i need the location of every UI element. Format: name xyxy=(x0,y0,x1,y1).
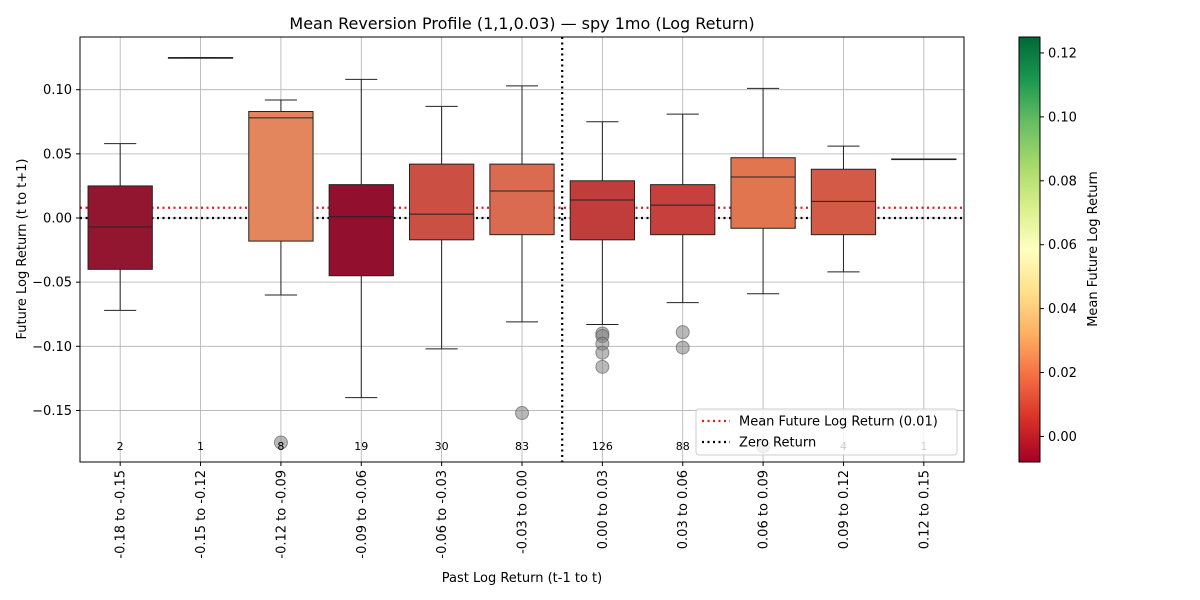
y-tick-label: 0.10 xyxy=(43,83,72,98)
x-tick-label: 0.00 to 0.03 xyxy=(596,470,611,549)
count-label: 8 xyxy=(277,440,284,453)
box-body xyxy=(730,157,796,229)
x-tick-label: -0.06 to -0.03 xyxy=(435,470,450,559)
x-tick-label: -0.15 to -0.12 xyxy=(194,470,209,559)
x-axis-label: Past Log Return (t-1 to t) xyxy=(442,571,602,586)
count-label: 19 xyxy=(354,440,368,453)
box-body xyxy=(87,185,153,270)
x-tick-label: -0.18 to -0.15 xyxy=(114,470,129,559)
box-10 xyxy=(891,158,957,161)
outlier-point xyxy=(595,359,610,374)
outlier-point xyxy=(515,406,529,421)
y-tick-label: 0.05 xyxy=(43,147,72,162)
y-tick-label: −0.05 xyxy=(32,276,72,291)
x-tick-label: 0.09 to 0.12 xyxy=(837,470,852,549)
y-tick-label: −0.10 xyxy=(32,340,72,355)
count-label: 30 xyxy=(435,440,449,453)
box-0 xyxy=(87,143,153,311)
count-label: 126 xyxy=(592,440,613,453)
box-6 xyxy=(569,121,636,374)
colorbar-tick-label: 0.00 xyxy=(1048,430,1077,445)
colorbar-tick-label: 0.10 xyxy=(1048,110,1077,125)
x-tick-label: 0.03 to 0.06 xyxy=(676,470,691,549)
legend-frame xyxy=(695,408,958,456)
x-tick-label: -0.12 to -0.09 xyxy=(274,470,289,559)
boxes xyxy=(87,57,957,454)
x-tick-label: -0.03 to 0.00 xyxy=(516,470,531,554)
y-axis-label: Future Log Return (t to t+1) xyxy=(15,159,30,340)
count-label: 2 xyxy=(117,440,124,453)
box-body xyxy=(810,168,877,236)
colorbar-label: Mean Future Log Return xyxy=(1086,171,1101,327)
colorbar-tick-label: 0.06 xyxy=(1048,238,1077,253)
box-body xyxy=(248,111,314,242)
box-4 xyxy=(408,105,475,350)
box-body xyxy=(408,163,475,241)
box-body xyxy=(489,163,555,236)
box-body xyxy=(569,180,636,241)
legend-label: Mean Future Log Return (0.01) xyxy=(739,415,938,430)
box-5 xyxy=(489,85,555,421)
x-tick-label: 0.12 to 0.15 xyxy=(917,470,932,549)
count-label: 88 xyxy=(676,440,690,453)
legend-label: Zero Return xyxy=(739,436,816,451)
outlier-point xyxy=(675,340,690,355)
outlier-point xyxy=(273,435,288,450)
count-label: 1 xyxy=(197,440,204,453)
box-1 xyxy=(167,57,234,59)
y-tick-label: −0.15 xyxy=(32,404,72,419)
box-3 xyxy=(328,78,394,399)
count-label: 83 xyxy=(515,440,529,453)
axes: 0.10 0.05 0.00 −0.05 −0.10 −0.15 -0.18 to -0.1… xyxy=(32,36,965,559)
colorbar-tick-label: 0.12 xyxy=(1048,46,1077,61)
x-tick-label: -0.09 to -0.06 xyxy=(355,470,370,559)
colorbar-tick-label: 0.04 xyxy=(1048,302,1077,317)
y-tick-label: 0.00 xyxy=(43,212,72,227)
outlier-point xyxy=(595,345,610,360)
box-8 xyxy=(730,87,796,454)
colorbar: 0.12 0.10 0.08 0.06 0.04 0.02 0.00 Mean Future … xyxy=(1018,36,1101,463)
colorbar-gradient xyxy=(1018,36,1041,463)
legend: Mean Future Log Return (0.01) Zero Return xyxy=(695,408,958,456)
box-7 xyxy=(650,113,716,355)
outlier-point xyxy=(675,325,690,340)
box-body xyxy=(650,184,716,236)
chart-title: Mean Reversion Profile (1,1,0.03) — spy … xyxy=(289,14,754,33)
box-9 xyxy=(810,145,877,273)
box-body xyxy=(328,184,394,277)
box-2 xyxy=(248,99,314,450)
colorbar-tick-label: 0.02 xyxy=(1048,366,1077,381)
colorbar-tick-label: 0.08 xyxy=(1048,174,1077,189)
x-tick-label: 0.06 to 0.09 xyxy=(757,470,772,549)
